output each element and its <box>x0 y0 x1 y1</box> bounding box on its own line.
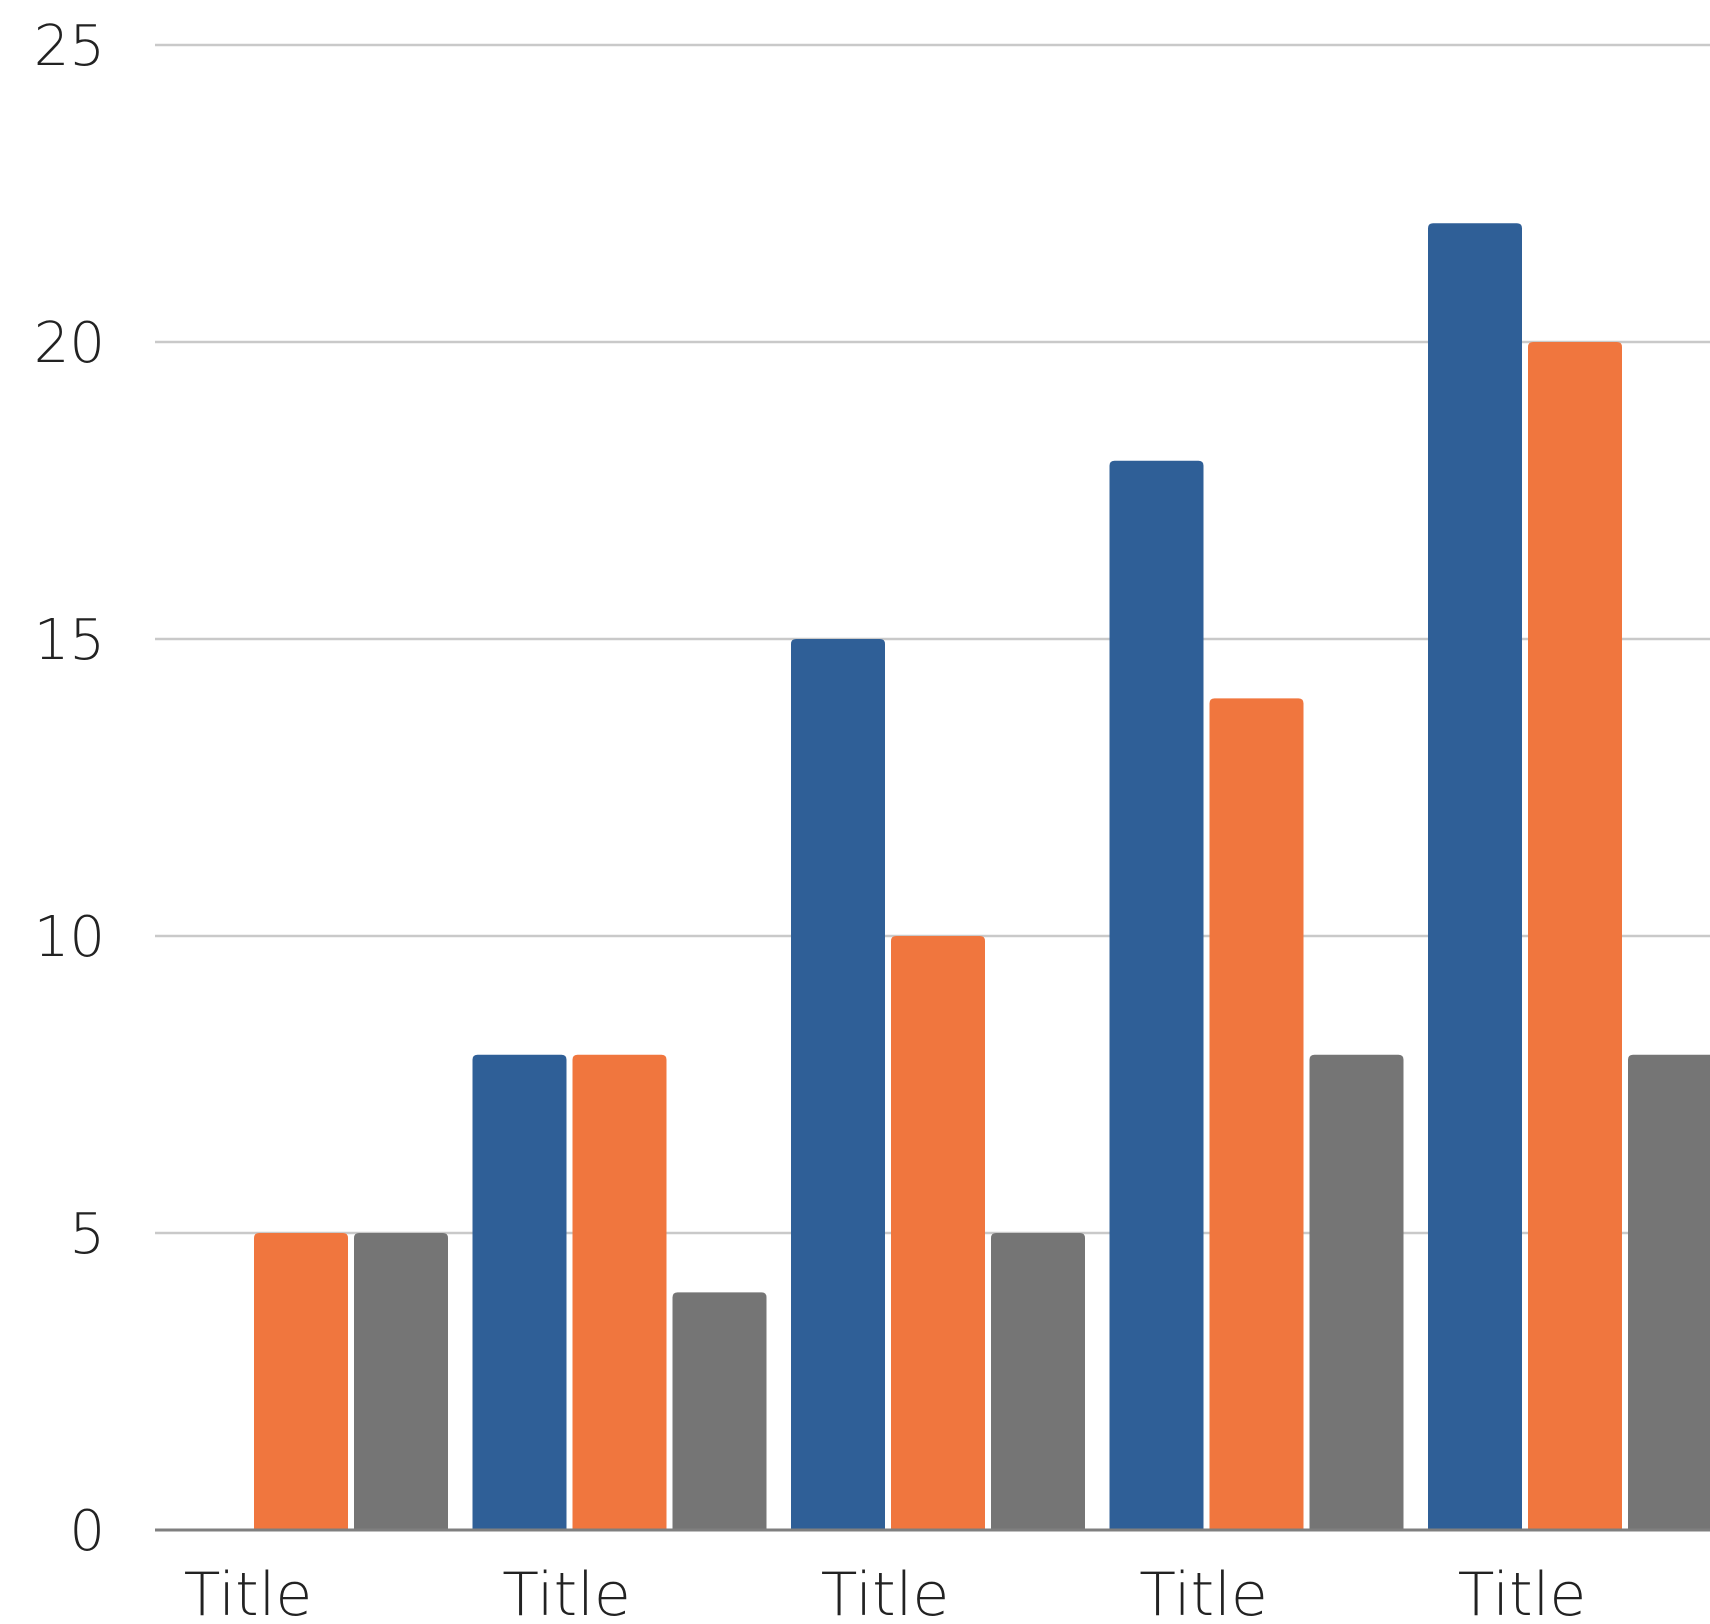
bar-s2-c4 <box>1209 698 1304 1530</box>
bar-s3-c3 <box>991 1233 1085 1530</box>
y-tick-label: 10 <box>34 905 105 970</box>
y-tick-label: 25 <box>34 14 105 79</box>
bars <box>254 223 1710 1531</box>
bar-s2-c5 <box>1528 342 1622 1530</box>
y-tick-label: 20 <box>34 311 105 376</box>
y-tick-label: 5 <box>69 1202 105 1267</box>
y-tick-label: 15 <box>34 608 105 673</box>
bar-s1-c3 <box>791 639 885 1530</box>
bar-s1-c4 <box>1109 460 1204 1530</box>
bar-s3-c1 <box>354 1233 448 1530</box>
x-category-label: Title <box>1139 1560 1268 1624</box>
x-category-label: Title <box>1458 1560 1587 1624</box>
bar-s2-c1 <box>254 1233 348 1530</box>
x-axis-labels: Title Title Title Title Title <box>184 1560 1587 1624</box>
x-category-label: Title <box>184 1560 313 1624</box>
bar-s3-c2 <box>672 1292 767 1530</box>
bar-s2-c2 <box>572 1054 667 1530</box>
y-tick-label: 0 <box>69 1499 105 1564</box>
x-category-label: Title <box>502 1560 631 1624</box>
bar-s1-c2 <box>472 1054 567 1530</box>
y-axis-ticks: 0 5 10 15 20 25 <box>34 14 105 1564</box>
bar-s2-c3 <box>891 936 985 1530</box>
bar-s3-c5 <box>1628 1054 1710 1530</box>
bar-s1-c5 <box>1428 223 1522 1531</box>
bar-s3-c4 <box>1309 1054 1404 1530</box>
x-category-label: Title <box>821 1560 950 1624</box>
